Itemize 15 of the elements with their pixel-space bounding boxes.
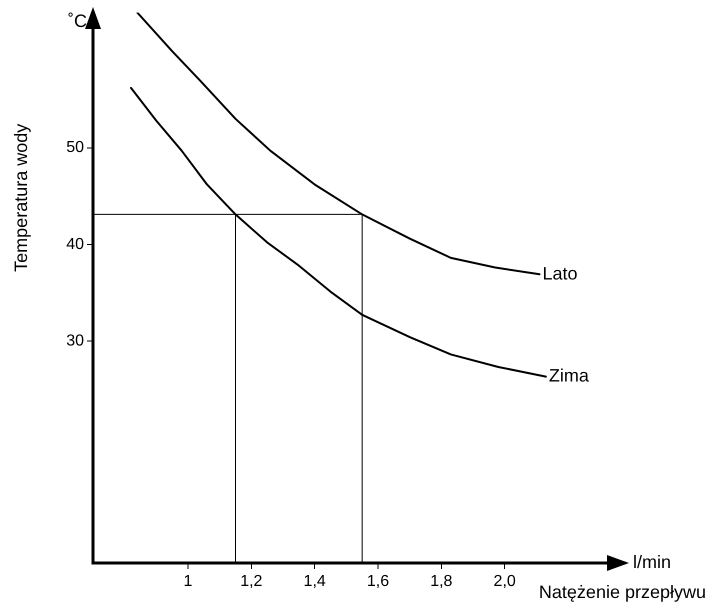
x-tick-label: 2,0 (494, 573, 516, 590)
x-tick-label: 1 (184, 573, 193, 590)
x-tick-label: 1,2 (240, 573, 263, 590)
text: l/min (633, 552, 672, 572)
x-tick-label: 1,8 (430, 573, 453, 590)
y-tick-label: 50 (66, 139, 84, 156)
series-label: Lato (542, 263, 578, 284)
y-tick-label: 40 (66, 236, 84, 253)
x-tick-label: 1,4 (304, 573, 326, 590)
x-tick-label: 1,6 (366, 573, 390, 590)
series-label: Zima (548, 366, 590, 386)
y-tick-label: 30 (66, 332, 84, 350)
x-axis-title: Natężenie przepływu (538, 582, 706, 602)
text: ˚C (68, 10, 87, 31)
y-axis-title: Temperatura wody (10, 124, 31, 272)
